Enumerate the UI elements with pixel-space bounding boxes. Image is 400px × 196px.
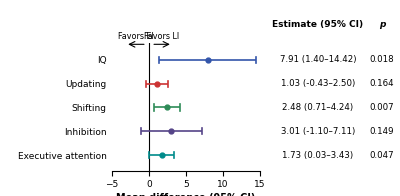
Text: 1.03 (-0.43–2.50): 1.03 (-0.43–2.50) [281,79,355,88]
X-axis label: Mean difference (95% CI): Mean difference (95% CI) [116,193,256,196]
Text: Estimate (95% CI): Estimate (95% CI) [272,20,364,29]
Text: 0.164: 0.164 [370,79,394,88]
Text: 7.91 (1.40–14.42): 7.91 (1.40–14.42) [280,55,356,64]
Text: 2.48 (0.71–4.24): 2.48 (0.71–4.24) [282,103,354,112]
Text: Favors LI: Favors LI [144,32,180,41]
Text: 0.007: 0.007 [370,103,394,112]
Text: p: p [379,20,385,29]
Text: Favors EI: Favors EI [118,32,154,41]
Text: 3.01 (-1.10–7.11): 3.01 (-1.10–7.11) [281,127,355,136]
Text: 0.149: 0.149 [370,127,394,136]
Text: 1.73 (0.03–3.43): 1.73 (0.03–3.43) [282,151,354,160]
Text: 0.047: 0.047 [370,151,394,160]
Text: 0.018: 0.018 [370,55,394,64]
